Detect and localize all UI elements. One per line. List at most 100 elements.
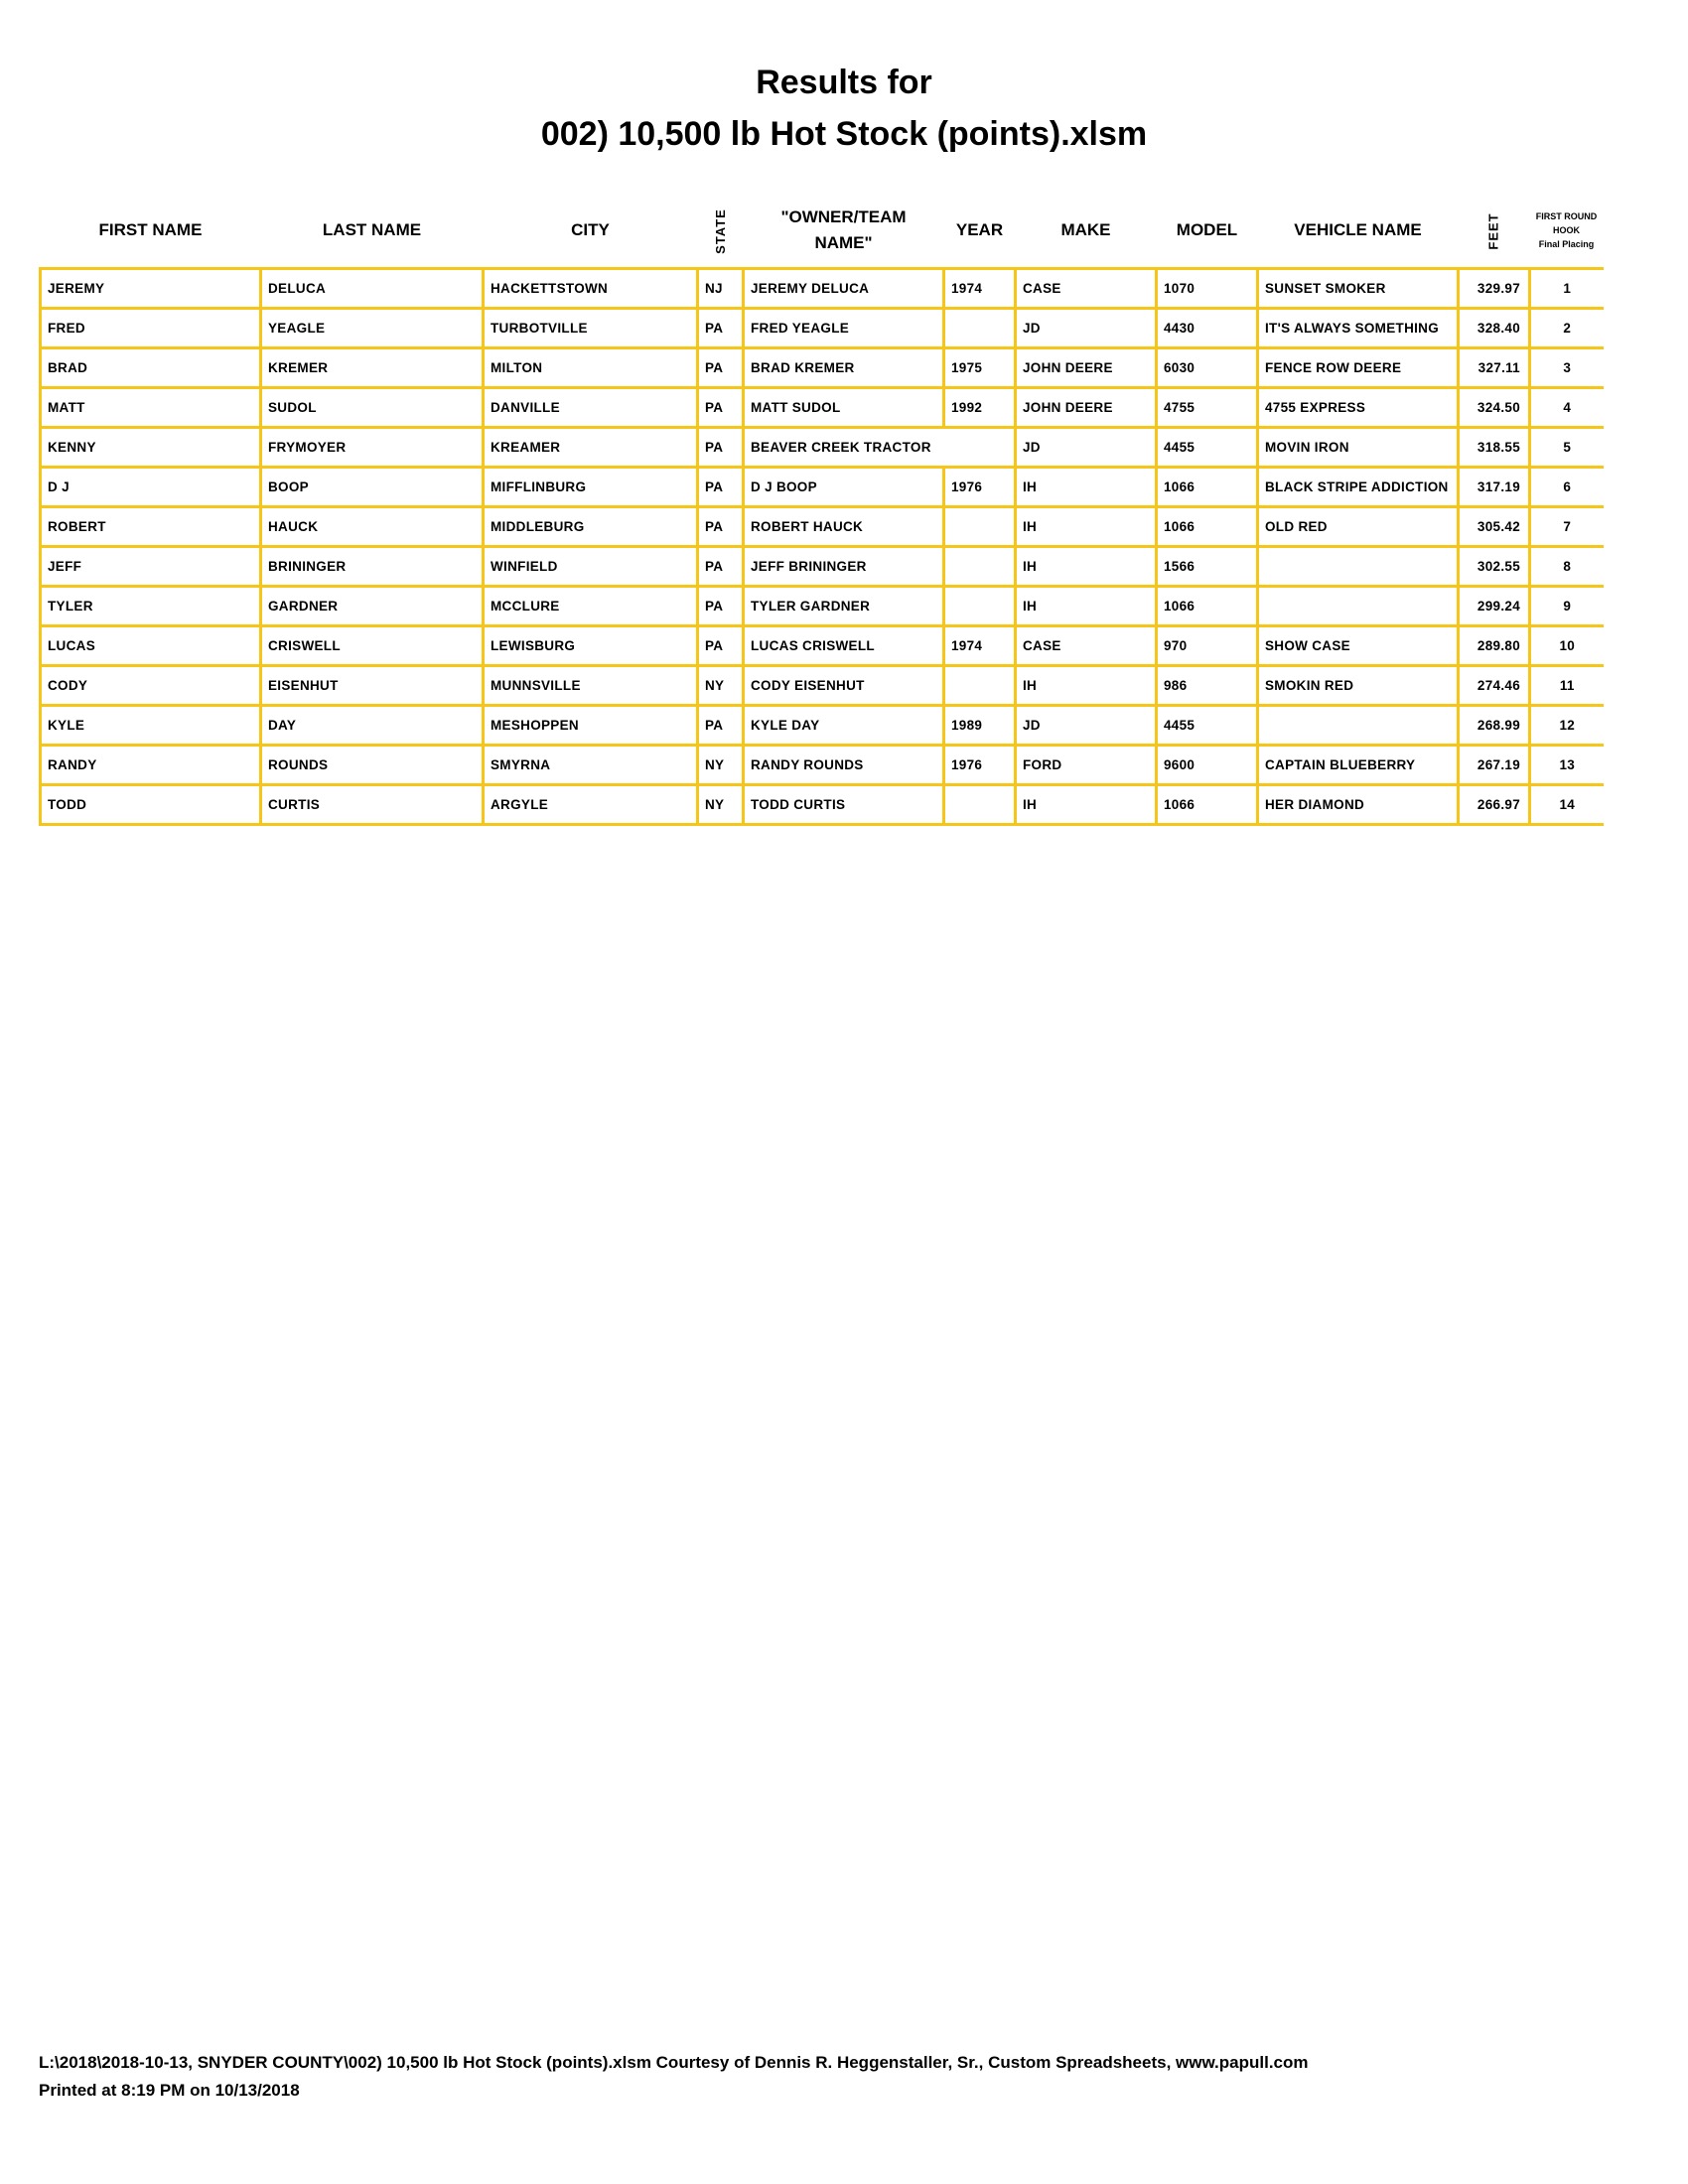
cell-city: LEWISBURG: [482, 624, 699, 667]
cell-model: 1066: [1155, 466, 1259, 508]
cell-state: PA: [696, 505, 745, 548]
table-row: MATT SUDOL DANVILLE PA MATT SUDOL 1992 JOHN DE…: [39, 386, 1604, 429]
table-row: BRAD KREMER MILTON PA BRAD KREMER 1975 JOHN DE…: [39, 346, 1604, 389]
cell-year: [942, 505, 1017, 548]
cell-state: PA: [696, 585, 745, 627]
cell-city: MIDDLEBURG: [482, 505, 699, 548]
cell-place: 12: [1528, 704, 1604, 747]
cell-vehicle: SHOW CASE: [1256, 624, 1460, 667]
cell-place: 1: [1528, 267, 1604, 310]
cell-state: PA: [696, 346, 745, 389]
cell-vehicle: HER DIAMOND: [1256, 783, 1460, 826]
cell-year: 1976: [942, 466, 1017, 508]
cell-feet: 329.97: [1457, 267, 1531, 310]
cell-first: CODY: [39, 664, 262, 707]
cell-vehicle: 4755 EXPRESS: [1256, 386, 1460, 429]
title-results-for: Results for: [756, 64, 932, 101]
cell-first: RANDY: [39, 744, 262, 786]
cell-place: 7: [1528, 505, 1604, 548]
cell-feet: 266.97: [1457, 783, 1531, 826]
cell-feet: 328.40: [1457, 307, 1531, 349]
table-row: KYLE DAY MESHOPPEN PA KYLE DAY 1989 JD 4455 268.…: [39, 704, 1604, 747]
cell-year: [942, 585, 1017, 627]
cell-city: MUNNSVILLE: [482, 664, 699, 707]
cell-vehicle: SUNSET SMOKER: [1256, 267, 1460, 310]
header-state-text: STATE: [712, 207, 728, 254]
cell-last: FRYMOYER: [259, 426, 485, 469]
header-city: CITY: [571, 220, 610, 239]
cell-last: KREMER: [259, 346, 485, 389]
cell-owner: KYLE DAY: [742, 704, 945, 747]
cell-first: TODD: [39, 783, 262, 826]
table-row: LUCAS CRISWELL LEWISBURG PA LUCAS CRISWELL 19…: [39, 624, 1604, 667]
cell-year: 1975: [942, 346, 1017, 389]
cell-place: 2: [1528, 307, 1604, 349]
cell-make: IH: [1014, 585, 1158, 627]
cell-last: ROUNDS: [259, 744, 485, 786]
cell-feet: 299.24: [1457, 585, 1531, 627]
cell-vehicle: [1256, 585, 1460, 627]
cell-place: 3: [1528, 346, 1604, 389]
cell-first: TYLER: [39, 585, 262, 627]
cell-model: 9600: [1155, 744, 1259, 786]
cell-last: DELUCA: [259, 267, 485, 310]
cell-year: [942, 783, 1017, 826]
cell-city: WINFIELD: [482, 545, 699, 588]
cell-vehicle: CAPTAIN BLUEBERRY: [1256, 744, 1460, 786]
cell-city: MIFFLINBURG: [482, 466, 699, 508]
cell-place: 10: [1528, 624, 1604, 667]
header-make: MAKE: [1060, 220, 1111, 239]
table-row: FRED YEAGLE TURBOTVILLE PA FRED YEAGLE JD 4430…: [39, 307, 1604, 349]
cell-year: [942, 307, 1017, 349]
header-feet-text: FEET: [1485, 211, 1501, 250]
table-row: TYLER GARDNER MCCLURE PA TYLER GARDNER IH 1066…: [39, 585, 1604, 627]
cell-place: 8: [1528, 545, 1604, 588]
cell-year: 1974: [942, 624, 1017, 667]
cell-state: NY: [696, 664, 745, 707]
cell-city: TURBOTVILLE: [482, 307, 699, 349]
cell-feet: 267.19: [1457, 744, 1531, 786]
cell-last: EISENHUT: [259, 664, 485, 707]
cell-state: PA: [696, 307, 745, 349]
cell-first: JEFF: [39, 545, 262, 588]
cell-state: PA: [696, 426, 745, 469]
cell-model: 4755: [1155, 386, 1259, 429]
cell-model: 1066: [1155, 505, 1259, 548]
cell-make: IH: [1014, 783, 1158, 826]
header-feet: FEET: [1459, 194, 1530, 269]
header-owner-line2: NAME": [814, 233, 873, 252]
cell-first: LUCAS: [39, 624, 262, 667]
cell-model: 1066: [1155, 585, 1259, 627]
cell-vehicle: IT'S ALWAYS SOMETHING: [1256, 307, 1460, 349]
cell-first: ROBERT: [39, 505, 262, 548]
cell-make: JOHN DEERE: [1014, 386, 1158, 429]
cell-vehicle: MOVIN IRON: [1256, 426, 1460, 469]
header-vehicle-name: VEHICLE NAME: [1294, 220, 1422, 239]
results-table: FIRST NAME LAST NAME CITY STATE "OWNER/T…: [39, 194, 1604, 826]
header-placing-line2: HOOK: [1553, 225, 1580, 235]
cell-make: JD: [1014, 704, 1158, 747]
cell-city: MCCLURE: [482, 585, 699, 627]
cell-place: 6: [1528, 466, 1604, 508]
header-state: STATE: [698, 194, 744, 269]
cell-last: BRININGER: [259, 545, 485, 588]
cell-place: 11: [1528, 664, 1604, 707]
table-row: ROBERT HAUCK MIDDLEBURG PA ROBERT HAUCK IH 106…: [39, 505, 1604, 548]
table-row: KENNY FRYMOYER KREAMER PA BEAVER CREEK TRACT…: [39, 426, 1604, 469]
cell-last: CURTIS: [259, 783, 485, 826]
footer-file-path: L:\2018\2018-10-13, SNYDER COUNTY\002) 1…: [39, 2053, 1309, 2072]
cell-city: MESHOPPEN: [482, 704, 699, 747]
cell-model: 6030: [1155, 346, 1259, 389]
cell-place: 13: [1528, 744, 1604, 786]
cell-state: PA: [696, 704, 745, 747]
cell-owner: TYLER GARDNER: [742, 585, 945, 627]
cell-last: CRISWELL: [259, 624, 485, 667]
table-row: TODD CURTIS ARGYLE NY TODD CURTIS IH 1066 HER D…: [39, 783, 1604, 826]
cell-make: CASE: [1014, 624, 1158, 667]
cell-year: 1992: [942, 386, 1017, 429]
cell-vehicle: SMOKIN RED: [1256, 664, 1460, 707]
cell-make: IH: [1014, 466, 1158, 508]
cell-model: 970: [1155, 624, 1259, 667]
cell-owner: ROBERT HAUCK: [742, 505, 945, 548]
cell-model: 4430: [1155, 307, 1259, 349]
